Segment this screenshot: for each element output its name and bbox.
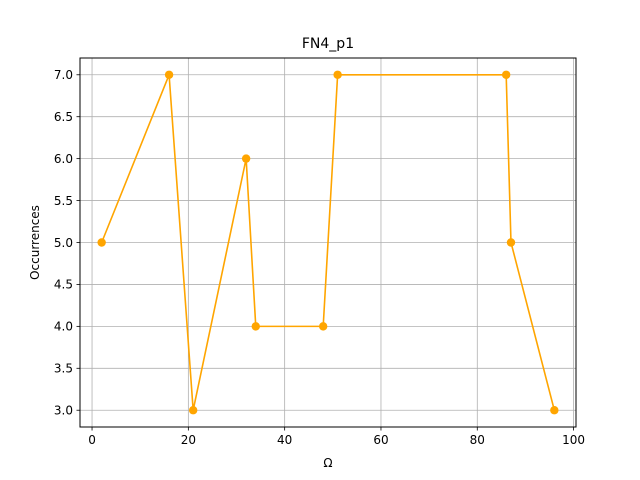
data-point xyxy=(333,70,342,79)
grid-lines xyxy=(80,58,576,427)
data-point xyxy=(241,154,251,163)
y-tick-label: 5.5 xyxy=(54,194,73,208)
series-group xyxy=(97,70,559,415)
x-axis-label: Ω xyxy=(323,456,332,470)
data-point xyxy=(506,238,516,247)
data-point xyxy=(550,406,559,415)
y-tick-label: 3.0 xyxy=(54,404,73,418)
chart-title: FN4_p1 xyxy=(302,36,354,52)
y-tick-label: 5.0 xyxy=(54,236,73,250)
data-point xyxy=(97,238,106,247)
y-tick-label: 3.5 xyxy=(54,362,73,376)
x-tick-label: 40 xyxy=(277,433,292,447)
x-tick-label: 20 xyxy=(181,433,196,447)
x-tick-label: 100 xyxy=(562,433,585,447)
data-point xyxy=(318,322,328,331)
y-axis-label: Occurrences xyxy=(28,205,42,280)
data-point xyxy=(251,322,260,331)
y-tick-label: 6.0 xyxy=(54,152,73,166)
axis-ticks: 0 20 40 60 80 100 3.0 3.5 4.0 4.5 5.0 5.5 6.0 6.5 7.0 xyxy=(54,68,585,447)
x-tick-label: 60 xyxy=(373,433,388,447)
y-tick-label: 4.0 xyxy=(54,320,73,334)
x-tick-label: 80 xyxy=(470,433,485,447)
data-point xyxy=(164,70,174,79)
data-point xyxy=(188,406,198,415)
y-tick-label: 7.0 xyxy=(54,68,73,82)
series-line xyxy=(100,73,556,411)
y-tick-label: 6.5 xyxy=(54,110,73,124)
data-point xyxy=(501,70,511,79)
y-tick-label: 4.5 xyxy=(54,278,73,292)
x-tick-label: 0 xyxy=(88,433,96,447)
